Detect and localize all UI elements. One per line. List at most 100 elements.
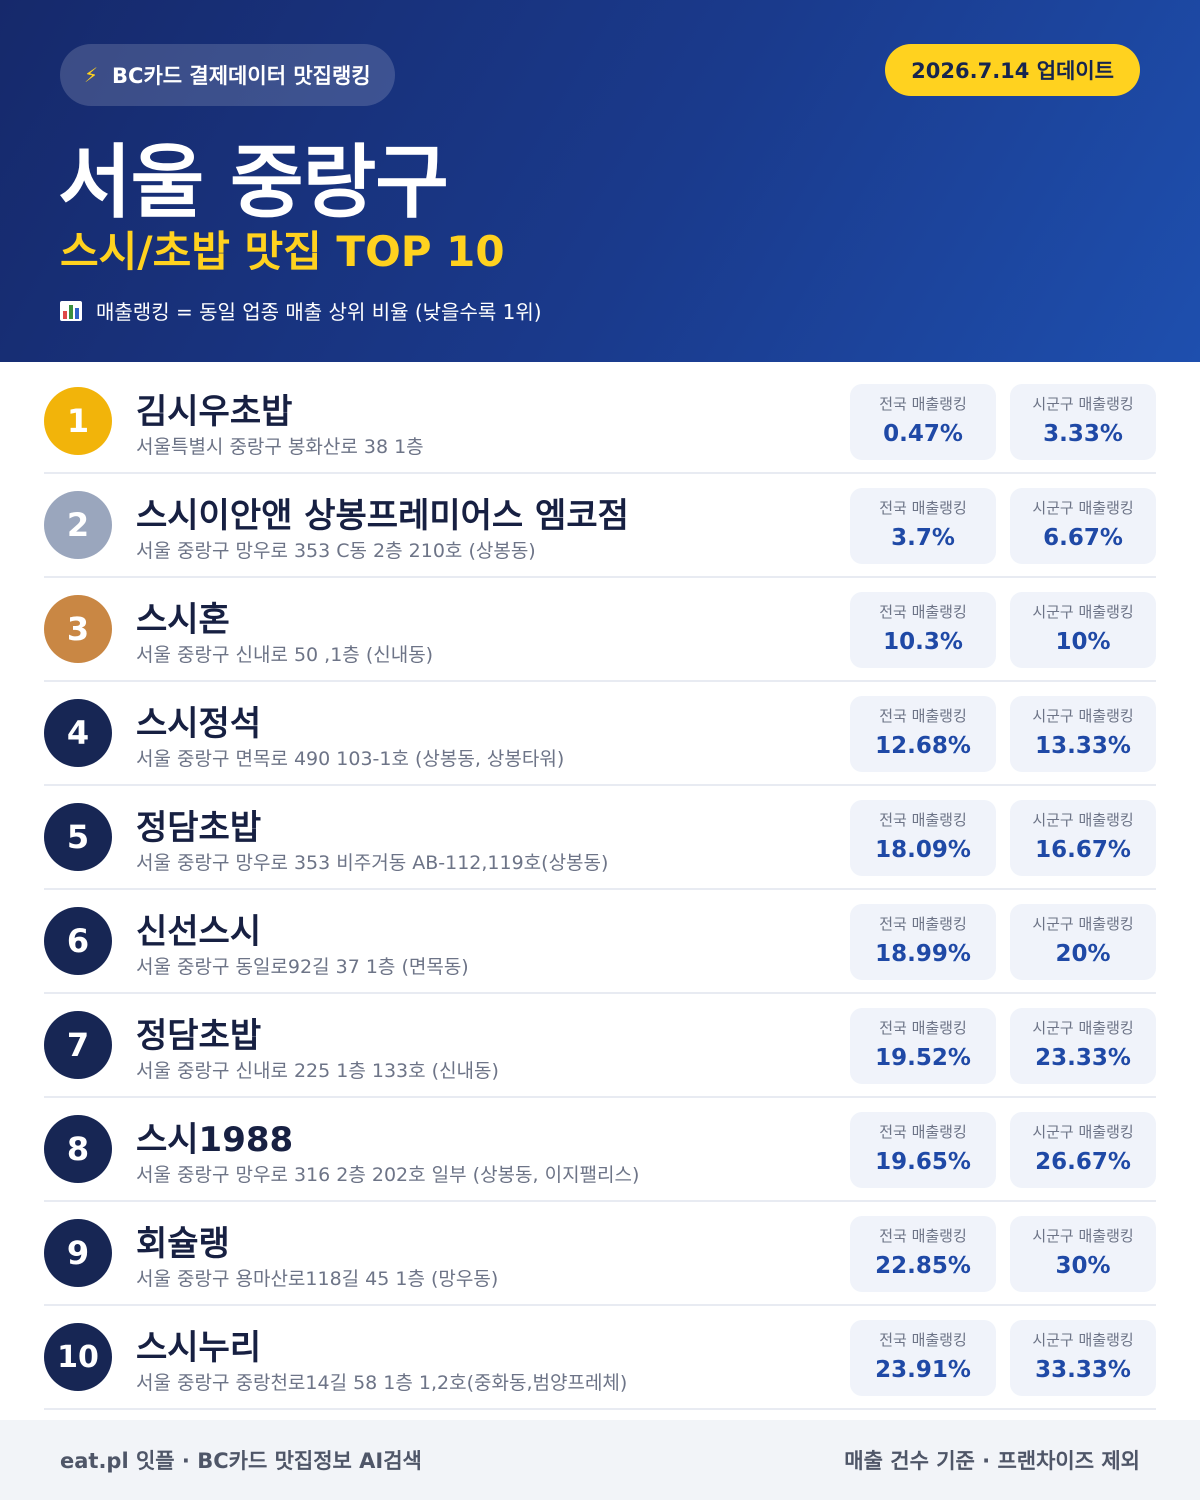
restaurant-name[interactable]: 신선스시: [136, 912, 262, 952]
header-banner: ⚡ BC카드 결제데이터 맛집랭킹 2026.7.14 업데이트 서울 중랑구 …: [0, 0, 1200, 362]
national-ranking-value: 22.85%: [875, 1253, 971, 1279]
rank-badge: 2: [44, 491, 112, 559]
district-ranking-value: 33.33%: [1035, 1357, 1131, 1383]
restaurant-address: 서울 중랑구 망우로 353 C동 2층 210호 (상봉동): [136, 540, 536, 562]
rank-badge: 10: [44, 1323, 112, 1391]
restaurant-address: 서울 중랑구 면목로 490 103-1호 (상봉동, 상봉타워): [136, 748, 565, 770]
district-ranking-box: 시군구 매출랭킹 3.33%: [1010, 384, 1156, 460]
district-ranking-label: 시군구 매출랭킹: [1032, 1019, 1134, 1037]
district-ranking-box: 시군구 매출랭킹 13.33%: [1010, 696, 1156, 772]
district-ranking-label: 시군구 매출랭킹: [1032, 1123, 1134, 1141]
ranking-note: 매출랭킹 = 동일 업종 매출 상위 비율 (낮을수록 1위): [60, 296, 542, 325]
national-ranking-label: 전국 매출랭킹: [879, 603, 967, 621]
restaurant-name[interactable]: 스시정석: [136, 704, 262, 744]
list-item[interactable]: 6 신선스시 서울 중랑구 동일로92길 37 1층 (면목동) 전국 매출랭킹 18.…: [44, 890, 1156, 994]
restaurant-name[interactable]: 스시이안앤 상봉프레미어스 엠코점: [136, 496, 629, 536]
restaurant-name[interactable]: 회슐랭: [136, 1224, 230, 1264]
national-ranking-value: 18.09%: [875, 837, 971, 863]
source-badge-label: BC카드 결제데이터 맛집랭킹: [112, 64, 371, 88]
district-ranking-label: 시군구 매출랭킹: [1032, 1331, 1134, 1349]
district-ranking-label: 시군구 매출랭킹: [1032, 603, 1134, 621]
list-item[interactable]: 7 정담초밥 서울 중랑구 신내로 225 1층 133호 (신내동) 전국 매출랭킹…: [44, 994, 1156, 1098]
list-item[interactable]: 1 김시우초밥 서울특별시 중랑구 봉화산로 38 1층 전국 매출랭킹 0.47% 시군…: [44, 370, 1156, 474]
footer-source: eat.pl 잇플 · BC카드 맛집정보 AI검색: [60, 1449, 422, 1473]
district-ranking-value: 3.33%: [1043, 421, 1123, 447]
district-ranking-box: 시군구 매출랭킹 16.67%: [1010, 800, 1156, 876]
national-ranking-box: 전국 매출랭킹 0.47%: [850, 384, 996, 460]
national-ranking-value: 19.65%: [875, 1149, 971, 1175]
rank-badge: 5: [44, 803, 112, 871]
district-ranking-box: 시군구 매출랭킹 30%: [1010, 1216, 1156, 1292]
district-ranking-box: 시군구 매출랭킹 23.33%: [1010, 1008, 1156, 1084]
district-ranking-label: 시군구 매출랭킹: [1032, 499, 1134, 517]
district-ranking-value: 10%: [1055, 629, 1111, 655]
rank-badge: 9: [44, 1219, 112, 1287]
restaurant-name[interactable]: 스시혼: [136, 600, 230, 640]
national-ranking-box: 전국 매출랭킹 23.91%: [850, 1320, 996, 1396]
district-ranking-label: 시군구 매출랭킹: [1032, 811, 1134, 829]
national-ranking-label: 전국 매출랭킹: [879, 1123, 967, 1141]
national-ranking-box: 전국 매출랭킹 10.3%: [850, 592, 996, 668]
restaurant-name[interactable]: 김시우초밥: [136, 392, 293, 432]
national-ranking-value: 23.91%: [875, 1357, 971, 1383]
national-ranking-box: 전국 매출랭킹 22.85%: [850, 1216, 996, 1292]
district-ranking-box: 시군구 매출랭킹 26.67%: [1010, 1112, 1156, 1188]
district-ranking-label: 시군구 매출랭킹: [1032, 1227, 1134, 1245]
district-ranking-label: 시군구 매출랭킹: [1032, 915, 1134, 933]
restaurant-address: 서울 중랑구 신내로 225 1층 133호 (신내동): [136, 1060, 499, 1082]
district-ranking-value: 26.67%: [1035, 1149, 1131, 1175]
lightning-icon: ⚡: [84, 63, 99, 87]
national-ranking-label: 전국 매출랭킹: [879, 499, 967, 517]
page-subtitle: 스시/초밥 맛집 TOP 10: [60, 227, 505, 276]
restaurant-address: 서울 중랑구 용마산로118길 45 1층 (망우동): [136, 1268, 499, 1290]
restaurant-name[interactable]: 스시1988: [136, 1120, 294, 1160]
source-badge: ⚡ BC카드 결제데이터 맛집랭킹: [60, 44, 395, 106]
district-ranking-box: 시군구 매출랭킹 10%: [1010, 592, 1156, 668]
national-ranking-value: 12.68%: [875, 733, 971, 759]
rank-badge: 3: [44, 595, 112, 663]
national-ranking-label: 전국 매출랭킹: [879, 1227, 967, 1245]
national-ranking-label: 전국 매출랭킹: [879, 707, 967, 725]
restaurant-address: 서울 중랑구 신내로 50 ,1층 (신내동): [136, 644, 434, 666]
restaurant-name[interactable]: 정담초밥: [136, 1016, 262, 1056]
district-ranking-value: 6.67%: [1043, 525, 1123, 551]
national-ranking-label: 전국 매출랭킹: [879, 1019, 967, 1037]
rank-badge: 8: [44, 1115, 112, 1183]
district-ranking-box: 시군구 매출랭킹 6.67%: [1010, 488, 1156, 564]
page-title: 서울 중랑구: [58, 136, 449, 229]
district-ranking-label: 시군구 매출랭킹: [1032, 707, 1134, 725]
district-ranking-value: 20%: [1055, 941, 1111, 967]
restaurant-address: 서울 중랑구 망우로 353 비주거동 AB-112,119호(상봉동): [136, 852, 609, 874]
list-item[interactable]: 8 스시1988 서울 중랑구 망우로 316 2층 202호 일부 (상봉동, 이…: [44, 1098, 1156, 1202]
national-ranking-label: 전국 매출랭킹: [879, 811, 967, 829]
restaurant-address: 서울 중랑구 중랑천로14길 58 1층 1,2호(중화동,범양프레체): [136, 1372, 628, 1394]
national-ranking-box: 전국 매출랭킹 18.09%: [850, 800, 996, 876]
restaurant-name[interactable]: 스시누리: [136, 1328, 262, 1368]
restaurant-address: 서울특별시 중랑구 봉화산로 38 1층: [136, 436, 424, 458]
bar-chart-icon: [60, 300, 82, 321]
national-ranking-box: 전국 매출랭킹 19.65%: [850, 1112, 996, 1188]
national-ranking-label: 전국 매출랭킹: [879, 1331, 967, 1349]
footer: eat.pl 잇플 · BC카드 맛집정보 AI검색 매출 건수 기준 · 프랜…: [0, 1420, 1200, 1500]
district-ranking-box: 시군구 매출랭킹 33.33%: [1010, 1320, 1156, 1396]
update-date-badge: 2026.7.14 업데이트: [885, 44, 1140, 96]
national-ranking-value: 0.47%: [883, 421, 963, 447]
national-ranking-box: 전국 매출랭킹 3.7%: [850, 488, 996, 564]
footer-criteria: 매출 건수 기준 · 프랜차이즈 제외: [844, 1449, 1140, 1473]
national-ranking-box: 전국 매출랭킹 12.68%: [850, 696, 996, 772]
restaurant-list: 1 김시우초밥 서울특별시 중랑구 봉화산로 38 1층 전국 매출랭킹 0.47% 시군…: [44, 370, 1156, 1410]
restaurant-name[interactable]: 정담초밥: [136, 808, 262, 848]
district-ranking-label: 시군구 매출랭킹: [1032, 395, 1134, 413]
national-ranking-label: 전국 매출랭킹: [879, 915, 967, 933]
national-ranking-value: 10.3%: [883, 629, 963, 655]
rank-badge: 4: [44, 699, 112, 767]
restaurant-address: 서울 중랑구 망우로 316 2층 202호 일부 (상봉동, 이지팰리스): [136, 1164, 640, 1186]
rank-badge: 6: [44, 907, 112, 975]
district-ranking-value: 30%: [1055, 1253, 1111, 1279]
